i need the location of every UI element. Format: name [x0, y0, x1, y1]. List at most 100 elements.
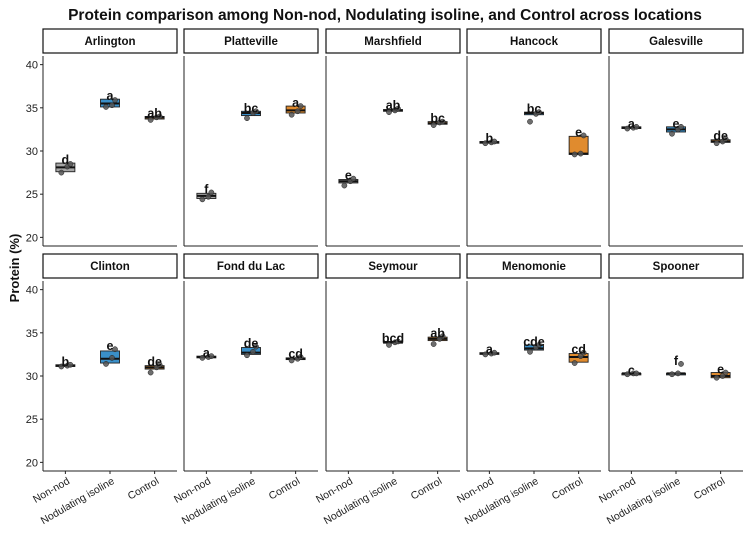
data-point	[244, 115, 250, 122]
data-point	[67, 361, 74, 368]
data-point	[678, 361, 684, 367]
data-point	[669, 371, 675, 378]
data-point	[109, 102, 115, 109]
significance-letter: de	[713, 129, 728, 143]
significance-letter: a	[292, 96, 300, 110]
data-point	[571, 360, 578, 366]
strip-box	[42, 28, 178, 54]
y-tick-label: 40	[26, 285, 38, 297]
data-point	[341, 182, 348, 189]
x-tick-label: Control	[267, 475, 302, 502]
data-point	[147, 369, 154, 376]
data-point	[103, 104, 109, 110]
data-point	[244, 352, 250, 359]
y-tick-label: 25	[26, 189, 38, 201]
data-point	[58, 363, 65, 370]
significance-letter: bc	[527, 102, 542, 116]
x-tick-label: Control	[692, 475, 727, 502]
data-point	[112, 97, 118, 103]
x-tick-label: Control	[550, 475, 585, 502]
chart-title: Protein comparison among Non-nod, Nodula…	[68, 7, 702, 24]
y-tick-label: 40	[26, 60, 38, 72]
significance-letter: ab	[386, 99, 401, 113]
data-point	[288, 111, 295, 118]
significance-letter: c	[628, 363, 635, 377]
strip-box	[183, 253, 319, 279]
data-point	[571, 151, 578, 158]
y-tick-label: 35	[26, 328, 38, 340]
y-tick-label: 35	[26, 103, 38, 115]
significance-letter: a	[486, 343, 494, 357]
data-point	[430, 122, 437, 128]
strip-label: Marshfield	[364, 36, 422, 48]
data-point	[156, 361, 163, 368]
data-point	[288, 357, 295, 364]
data-point	[112, 346, 118, 353]
significance-letter: bcd	[382, 331, 404, 345]
data-point	[250, 348, 256, 355]
significance-letter: de	[244, 337, 259, 351]
significance-letter: e	[575, 125, 582, 139]
strip-label: Hancock	[510, 36, 559, 48]
data-point	[386, 109, 392, 115]
significance-letter: a	[628, 117, 636, 131]
significance-letter: ab	[430, 326, 445, 340]
data-point	[156, 113, 163, 120]
significance-letter: b	[486, 132, 494, 146]
panel-galesville: Galesville a e de	[608, 28, 744, 247]
significance-letter: e	[107, 339, 114, 353]
significance-letter: ab	[147, 106, 162, 120]
y-tick-label: 20	[26, 232, 38, 244]
panel-platteville: Platteville f bc a	[183, 28, 319, 247]
data-point	[491, 138, 498, 145]
significance-letter: a	[107, 89, 115, 103]
significance-letter: cd	[288, 347, 303, 361]
panel-hancock: Hancock b bc e	[466, 28, 602, 247]
y-tick-label: 30	[26, 371, 38, 383]
data-point	[527, 118, 533, 125]
data-point	[633, 370, 640, 377]
data-point	[580, 132, 587, 139]
data-point	[713, 140, 720, 147]
significance-letter: f	[204, 182, 209, 196]
data-point	[624, 371, 631, 378]
data-point	[395, 105, 401, 112]
x-tick-label: Nodulating isoline	[322, 475, 400, 527]
significance-letter: e	[717, 363, 724, 377]
data-point	[439, 118, 446, 125]
data-point	[350, 175, 357, 182]
data-point	[669, 130, 675, 137]
data-point	[722, 369, 729, 376]
data-point	[713, 374, 720, 381]
data-point	[297, 354, 304, 360]
panel-marshfield: Marshfield e ab bc	[325, 28, 461, 247]
data-point	[386, 342, 392, 348]
strip-label: Platteville	[224, 36, 278, 48]
data-point	[253, 343, 259, 350]
data-point	[439, 333, 446, 340]
data-point	[58, 169, 65, 176]
x-tick-label: Nodulating isoline	[180, 475, 258, 527]
data-point	[297, 103, 304, 109]
significance-letter: e	[673, 117, 680, 131]
significance-letter: cde	[523, 335, 545, 349]
strip-label: Arlington	[84, 36, 135, 48]
strip-label: Spooner	[653, 261, 700, 273]
data-point	[491, 349, 498, 356]
data-point	[208, 353, 215, 359]
y-tick-label: 30	[26, 146, 38, 158]
strip-box	[608, 28, 744, 54]
data-point	[624, 125, 631, 132]
data-point	[395, 338, 401, 345]
data-point	[199, 196, 206, 203]
data-point	[109, 355, 115, 361]
x-tick-label: Nodulating isoline	[605, 475, 683, 527]
data-point	[633, 123, 640, 130]
data-point	[67, 161, 74, 167]
